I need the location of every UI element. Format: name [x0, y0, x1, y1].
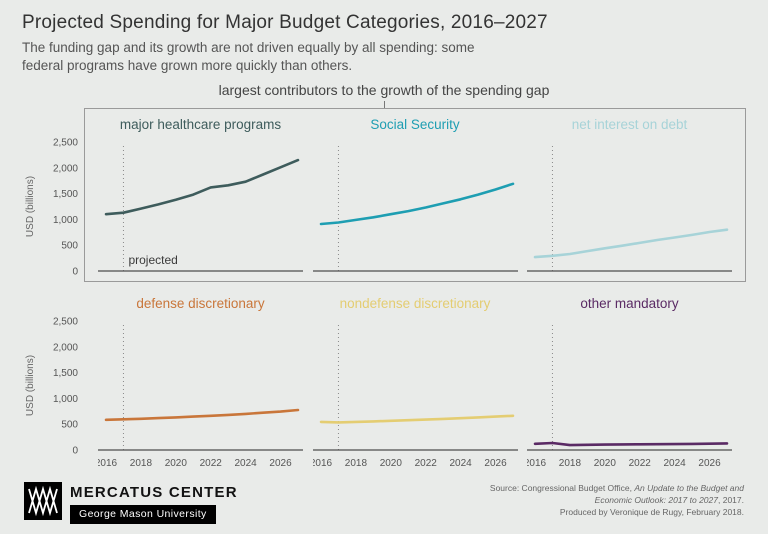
- line-chart-social-security: [312, 143, 518, 272]
- svg-text:2018: 2018: [130, 458, 153, 469]
- svg-text:2,000: 2,000: [53, 163, 78, 174]
- panel-nondefense-discretionary: nondefense discretionary 2016 2018 2020 202…: [312, 295, 518, 469]
- source-report-title: An Update to the Budget and Economic Out…: [594, 482, 744, 505]
- svg-text:1,000: 1,000: [53, 215, 78, 226]
- group-label-wrap: largest contributors to the growth of th…: [22, 82, 746, 108]
- svg-text:2016: 2016: [313, 458, 333, 469]
- source-prefix: Source: Congressional Budget Office,: [489, 482, 635, 493]
- svg-text:1,000: 1,000: [53, 394, 78, 405]
- panel-net-interest: net interest on debt: [527, 117, 732, 276]
- svg-text:2020: 2020: [165, 458, 188, 469]
- panel-title-nondefense-discretionary: nondefense discretionary: [339, 295, 491, 311]
- panel-defense-discretionary: defense discretionary 201620182020202220…: [98, 296, 303, 469]
- page-subtitle: The funding gap and its growth are not d…: [22, 39, 746, 75]
- line-chart-net-interest: [527, 143, 732, 272]
- line-chart-defense-discretionary: 2016 2018 2020 2022 2024 2026: [98, 322, 303, 469]
- svg-text:2020: 2020: [594, 458, 617, 469]
- panel-title-other-mandatory: other mandatory: [580, 295, 679, 311]
- svg-text:1,500: 1,500: [53, 368, 78, 379]
- svg-text:2018: 2018: [559, 458, 582, 469]
- panel-title-net-interest: net interest on debt: [571, 116, 688, 132]
- svg-text:2022: 2022: [200, 458, 223, 469]
- group-label-connector-line: [383, 100, 385, 108]
- svg-text:projected: projected: [128, 253, 177, 267]
- svg-text:2,000: 2,000: [53, 342, 78, 353]
- y-axis-bottom: 2,500 2,000 1,500 1,000 500 0 USD (billions): [25, 316, 78, 456]
- source-note: Source: Congressional Budget Office, An …: [464, 482, 744, 519]
- svg-text:2026: 2026: [698, 458, 721, 469]
- svg-text:500: 500: [61, 240, 78, 251]
- svg-text:USD (billions): USD (billions): [25, 355, 36, 416]
- mercatus-logo-icon: [24, 481, 62, 520]
- svg-text:USD (billions): USD (billions): [25, 176, 36, 237]
- brand-text: MERCATUS CENTER George Mason University: [70, 482, 238, 524]
- svg-text:0: 0: [72, 266, 78, 276]
- source-produced-by: Produced by Veronique de Rugy, February …: [559, 507, 744, 518]
- svg-text:1,500: 1,500: [53, 189, 78, 200]
- line-chart-nondefense-discretionary: 2016 2018 2020 2022 2024 2026: [312, 322, 518, 469]
- svg-text:2016: 2016: [527, 458, 547, 469]
- y-axis-top: 2,500 2,000 1,500 1,000 500 0 USD (billions): [25, 137, 78, 276]
- svg-text:0: 0: [72, 445, 78, 456]
- svg-text:2024: 2024: [235, 458, 258, 469]
- svg-text:2024: 2024: [449, 458, 472, 469]
- top-row: 2,500 2,000 1,500 1,000 500 0 USD (billions) m…: [22, 107, 746, 282]
- brand-name: MERCATUS CENTER: [70, 483, 238, 501]
- bottom-row: 2,500 2,000 1,500 1,000 500 0 USD (billions) d…: [22, 296, 746, 469]
- svg-text:2020: 2020: [379, 458, 402, 469]
- svg-text:2024: 2024: [664, 458, 687, 469]
- panel-title-major-healthcare: major healthcare programs: [119, 116, 282, 132]
- top-panels-box: major healthcare programs projected Soci…: [84, 107, 746, 282]
- mercatus-brand: MERCATUS CENTER George Mason University: [24, 481, 238, 524]
- bottom-panels: defense discretionary 201620182020202220…: [84, 296, 746, 469]
- svg-text:2016: 2016: [98, 458, 118, 469]
- subtitle-line-2: federal programs have grown more quickly…: [22, 57, 353, 73]
- panel-major-healthcare: major healthcare programs projected: [98, 117, 303, 276]
- svg-text:2022: 2022: [629, 458, 652, 469]
- source-suffix: , 2017.: [718, 494, 744, 505]
- svg-text:2,500: 2,500: [53, 137, 78, 148]
- panel-social-security: Social Security: [312, 116, 518, 276]
- subtitle-line-1: The funding gap and its growth are not d…: [22, 40, 475, 55]
- svg-text:2022: 2022: [414, 458, 437, 469]
- panel-title-defense-discretionary: defense discretionary: [136, 295, 265, 311]
- page-title: Projected Spending for Major Budget Cate…: [22, 12, 548, 33]
- line-chart-major-healthcare: projected: [98, 143, 303, 272]
- footer: MERCATUS CENTER George Mason University …: [22, 481, 746, 524]
- brand-university: George Mason University: [70, 504, 216, 524]
- line-chart-other-mandatory: 2016 2018 2020 2022 2024 2026: [527, 322, 732, 469]
- svg-text:2026: 2026: [269, 458, 292, 469]
- panel-other-mandatory: other mandatory 2016 2018 2020 2022 2024 2026: [527, 296, 732, 469]
- svg-text:2018: 2018: [344, 458, 367, 469]
- svg-text:2,500: 2,500: [53, 316, 78, 327]
- svg-text:2026: 2026: [484, 458, 507, 469]
- panel-title-social-security: Social Security: [370, 116, 460, 132]
- group-label: largest contributors to the growth of th…: [218, 81, 550, 98]
- svg-text:500: 500: [61, 419, 78, 430]
